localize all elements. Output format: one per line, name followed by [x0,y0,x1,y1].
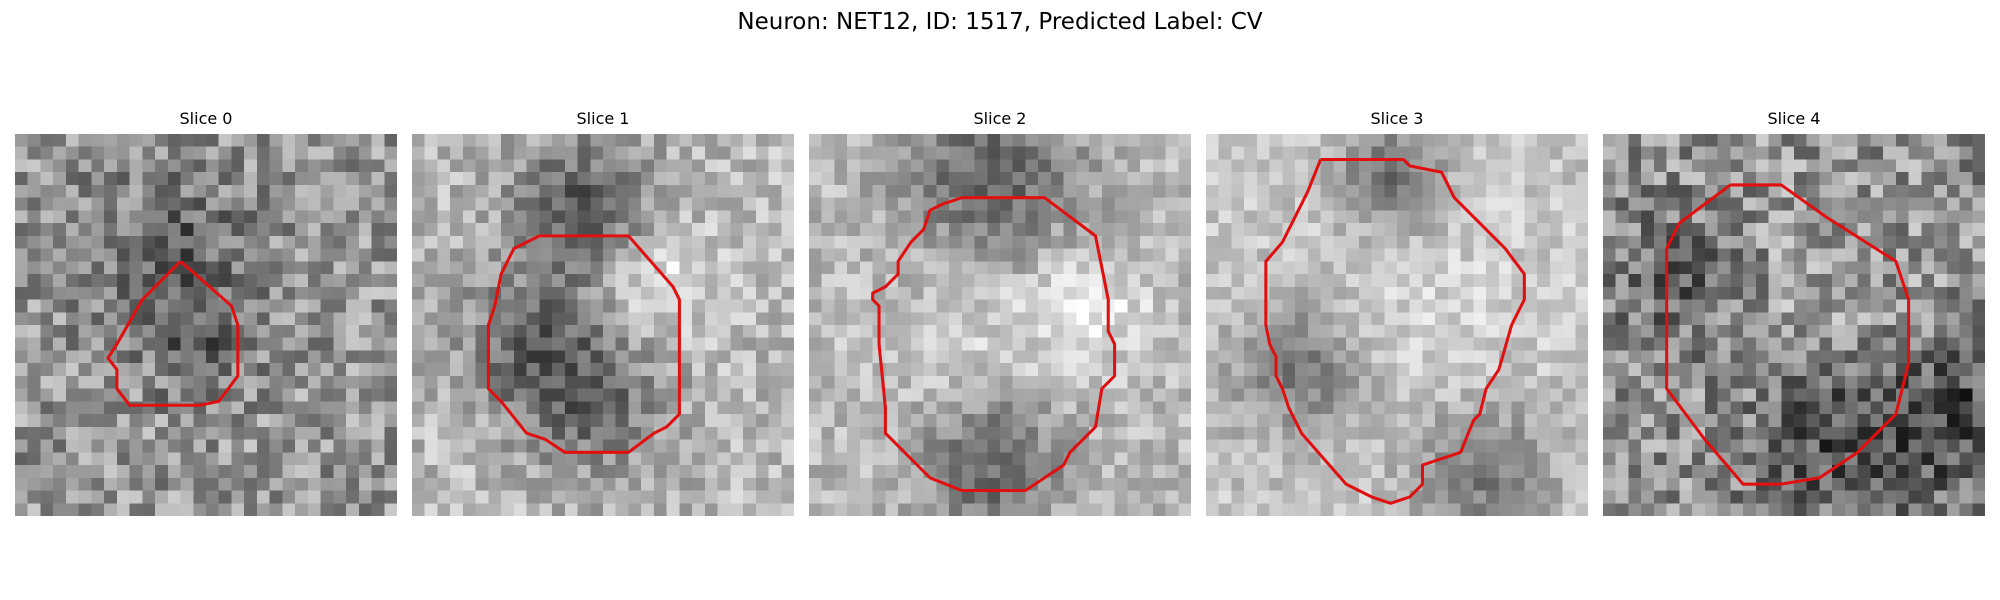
slice-0-contour [106,260,240,407]
slice-3-pixels [1206,134,1588,516]
slice-1-title: Slice 1 [576,109,630,128]
slice-0-title: Slice 0 [179,109,233,128]
slice-3-image [1206,134,1588,516]
slice-2-image [809,134,1191,516]
slice-3-contour [1264,157,1526,505]
slice-2-title: Slice 2 [973,109,1027,128]
slice-1-contour [486,234,681,454]
slice-2-pixels [809,134,1191,516]
figure-title: Neuron: NET12, ID: 1517, Predicted Label… [737,9,1263,35]
slice-0-pixels [15,134,397,516]
slice-1-pixels [412,134,794,516]
slice-1-image [412,134,794,516]
slice-3-title: Slice 3 [1370,109,1424,128]
slice-2-contour [871,196,1117,493]
slice-4-title: Slice 4 [1767,109,1821,128]
slice-4-contour [1665,183,1911,486]
slice-4-pixels [1603,134,1985,516]
slice-4-image [1603,134,1985,516]
slice-0-image [15,134,397,516]
